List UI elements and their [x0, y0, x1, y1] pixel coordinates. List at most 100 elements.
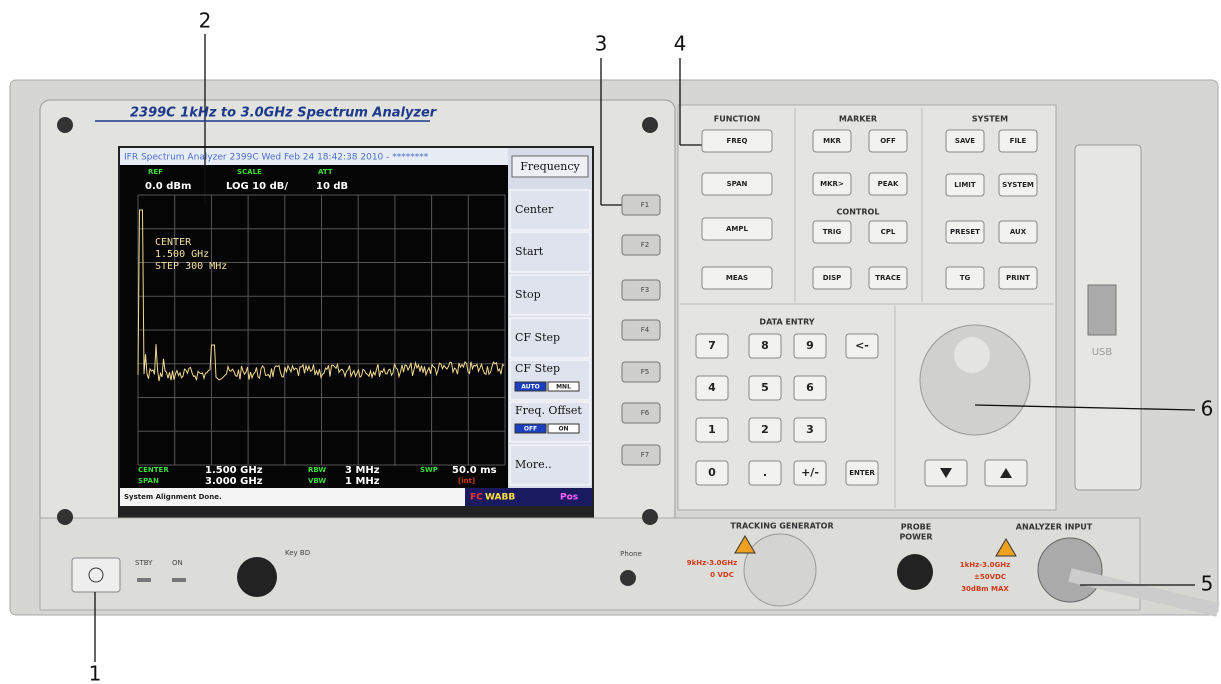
key-label: +/-	[801, 466, 819, 479]
callout-number: 2	[199, 9, 212, 33]
key-label: LIMIT	[954, 181, 976, 189]
status-wabb: WABB	[485, 493, 515, 503]
key-label: TG	[960, 274, 971, 282]
keypad-panel	[678, 105, 1056, 510]
key-label: SYSTEM	[1002, 181, 1034, 189]
softkey-title: Frequency	[520, 160, 580, 173]
label: Key BD	[285, 549, 310, 557]
softkey-label: More..	[515, 458, 552, 471]
f-key-label: F5	[641, 368, 649, 376]
key-label: OFF	[880, 137, 896, 145]
led	[172, 578, 186, 582]
f-key-label: F1	[641, 201, 649, 209]
label: 30dBm MAX	[961, 585, 1009, 593]
group-title: CONTROL	[837, 208, 880, 217]
usb-port	[1088, 285, 1116, 335]
key-label: CPL	[881, 228, 896, 236]
softkey-label: Start	[515, 245, 544, 258]
softkey-label: Freq. Offset	[515, 404, 582, 417]
label: ATT	[318, 168, 333, 176]
softkey-label: CF Step	[515, 331, 560, 344]
key-label: 7	[708, 339, 716, 352]
softkey-label: Stop	[515, 288, 541, 301]
key-label: 2	[761, 423, 769, 436]
label: 50.0 ms	[452, 465, 497, 476]
label: 1.500 GHz	[205, 465, 263, 476]
key-label: 4	[708, 381, 716, 394]
label: Phone	[620, 550, 642, 558]
label: SPAN	[138, 477, 159, 485]
keyboard-port	[237, 557, 277, 597]
screw	[57, 509, 73, 525]
phone-jack	[620, 570, 636, 586]
key-label: AUX	[1010, 228, 1027, 236]
label: ANALYZER INPUT	[1016, 523, 1093, 532]
key-label: SAVE	[955, 137, 975, 145]
key-label: 9	[806, 339, 814, 352]
key-label: SPAN	[727, 180, 748, 188]
key-label: ENTER	[849, 469, 875, 477]
status-text: System Alignment Done.	[124, 493, 222, 501]
group-title: DATA ENTRY	[759, 318, 814, 327]
probe-connector	[897, 554, 933, 590]
status-pos: Pos	[560, 493, 578, 503]
screw	[642, 117, 658, 133]
label: 3 MHz	[345, 465, 380, 476]
key-label: 1	[708, 423, 716, 436]
group-title: SYSTEM	[972, 115, 1008, 124]
label: 9kHz-3.0GHz	[687, 559, 737, 567]
screw	[57, 117, 73, 133]
softkey-option-label: AUTO	[521, 384, 540, 391]
usb-label: USB	[1092, 347, 1113, 358]
key-label: PEAK	[878, 180, 899, 188]
softkey-label: CF Step	[515, 362, 560, 375]
key-label: MEAS	[726, 274, 748, 282]
label: TRACKING GENERATOR	[730, 522, 833, 531]
callout-number: 5	[1201, 572, 1214, 596]
key-label: MKR	[823, 137, 841, 145]
callout-number: 1	[89, 662, 102, 684]
label: LOG 10 dB/	[226, 181, 288, 192]
key-label: 0	[708, 466, 716, 479]
key-label: .	[763, 466, 767, 479]
tg-connector	[744, 534, 816, 606]
group-title: FUNCTION	[714, 115, 760, 124]
key-label: DISP	[823, 274, 842, 282]
label: 3.000 GHz	[205, 476, 263, 487]
key-label: TRIG	[823, 228, 842, 236]
softkey-option-label: OFF	[524, 426, 537, 433]
screen-title: IFR Spectrum Analyzer 2399C Wed Feb 24 1…	[124, 153, 429, 163]
f-key-label: F7	[641, 451, 649, 459]
softkey-option-label: ON	[558, 426, 568, 433]
label: ON	[172, 559, 183, 567]
marker-text: CENTER	[155, 237, 192, 248]
label: 10 dB	[316, 181, 348, 192]
f-key-label: F3	[641, 286, 649, 294]
label: SWP	[420, 466, 438, 474]
key-label: FILE	[1010, 137, 1027, 145]
label: PROBE	[901, 523, 931, 532]
led	[137, 578, 151, 582]
label: POWER	[899, 533, 932, 542]
softkey-label: Center	[515, 203, 554, 216]
input-connector	[1038, 538, 1102, 602]
label: CENTER	[138, 466, 169, 474]
label: 1 MHz	[345, 476, 380, 487]
key-label: TRACE	[875, 274, 901, 282]
brand-title: 2399C 1kHz to 3.0GHz Spectrum Analyzer	[130, 106, 438, 121]
label: ±50VDC	[974, 573, 1006, 581]
f-key-label: F6	[641, 409, 650, 417]
label: REF	[148, 168, 163, 176]
label: 1kHz-3.0GHz	[960, 561, 1010, 569]
screen	[120, 148, 508, 488]
callout-number: 6	[1201, 397, 1214, 421]
marker-text: 1.500 GHz	[155, 249, 209, 260]
label: 0.0 dBm	[145, 181, 191, 192]
key-label: PRESET	[950, 228, 980, 236]
key-label: 8	[761, 339, 769, 352]
key-label: AMPL	[726, 225, 749, 233]
label: 0 VDC	[710, 571, 734, 579]
power-button[interactable]	[72, 558, 120, 592]
callout-number: 3	[595, 32, 608, 56]
knob-dimple	[954, 337, 990, 373]
